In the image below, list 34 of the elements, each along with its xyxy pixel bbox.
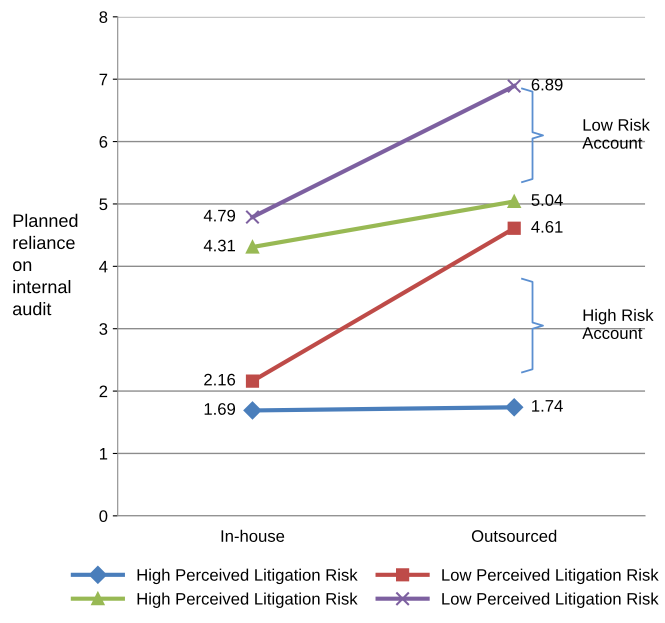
point (506, 78, 522, 94)
x-tick-label: Outsourced (472, 530, 556, 542)
data-label: 4.61 (531, 220, 562, 233)
x-tick-label: In-house (222, 530, 284, 542)
data-label: 4.31 (204, 240, 236, 252)
y-tick-label: 4 (99, 260, 108, 272)
legend-label: Low Perceived Litigation Risk (442, 592, 659, 608)
y-tick-label: 2 (100, 385, 108, 398)
data-label: 5.04 (532, 194, 563, 206)
y-tick-label: 8 (99, 11, 108, 24)
point (244, 402, 262, 420)
point (246, 240, 260, 254)
y-tick-label: 7 (100, 74, 108, 86)
point (245, 210, 260, 224)
legend-label: High Perceived Litigation Risk (138, 568, 358, 584)
y-tick-label: 1 (100, 448, 108, 460)
point (246, 374, 260, 388)
y-axis-title: Planned reliance on internal audit (12, 214, 78, 316)
y-tick-label: 6 (100, 136, 108, 148)
point (508, 194, 521, 208)
y-tick-label: 0 (99, 510, 108, 522)
point (505, 398, 524, 416)
data-label: 2.16 (204, 374, 236, 386)
data-label: 1.69 (204, 403, 236, 415)
y-tick-label: 3 (99, 323, 108, 335)
y-tick-label: 5 (99, 198, 108, 210)
annotation: Low Risk Account (582, 118, 650, 149)
point (508, 222, 521, 235)
data-label: 6.89 (532, 78, 563, 91)
data-label: 1.74 (532, 400, 563, 412)
legend-label: Low Perceived Litigation Risk (442, 568, 659, 584)
data-label: 4.79 (204, 210, 236, 222)
annotation: High Risk Account (582, 308, 654, 340)
legend-label: High Perceived Litigation Risk (138, 592, 358, 608)
